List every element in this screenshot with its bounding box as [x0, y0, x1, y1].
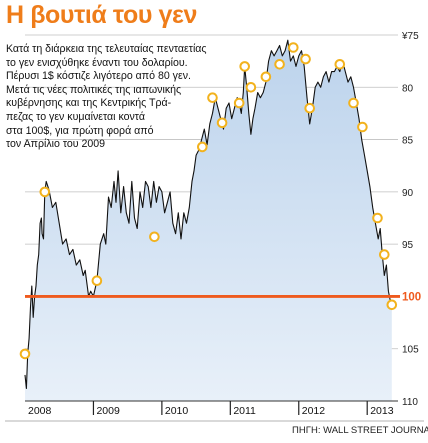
- x-tick-label: 2008: [28, 405, 52, 417]
- chart-title: Η βουτιά του γεν: [6, 1, 197, 29]
- marker-point: [379, 249, 390, 260]
- x-tick-label: 2010: [165, 405, 189, 417]
- marker-point: [386, 299, 398, 311]
- description-line: το γεν ενισχύθηκε έναντι του δολαρίου.: [6, 56, 188, 69]
- description-line: πεζας το γεν κυμαίνεται κοντά: [6, 110, 145, 123]
- marker-point: [197, 141, 208, 153]
- area-fill: [25, 40, 392, 401]
- y-tick-label: 110: [402, 397, 418, 408]
- x-tick-label: 2012: [302, 405, 326, 417]
- description-line: τον Απρίλιο του 2009: [6, 138, 106, 151]
- marker-point: [149, 231, 160, 243]
- marker-point: [260, 71, 272, 83]
- x-axis: 2008 2009 2010 2011 2012 2013: [5, 400, 424, 422]
- marker-point: [274, 59, 285, 70]
- marker-point: [357, 121, 368, 133]
- series-layer: [24, 39, 393, 390]
- marker-point: [39, 186, 51, 198]
- y-tick-label: 95: [402, 240, 414, 251]
- marker-point: [19, 348, 31, 360]
- y-tick-label: 100: [402, 291, 421, 303]
- marker-point: [216, 117, 228, 129]
- y-tick-label: 105: [402, 345, 419, 356]
- x-tick-label: 2009: [96, 405, 120, 417]
- marker-layer: [19, 42, 398, 360]
- y-tick-label: 80: [402, 83, 414, 94]
- description-line: Πέρυσι 1$ κόστιζε λιγότερο από 80 γεν.: [6, 70, 191, 83]
- marker-point: [304, 102, 316, 114]
- x-tick-label: 2011: [233, 405, 256, 417]
- y-tick-label: 90: [402, 188, 414, 199]
- description: Κατά τη διάρκεια της τελευταίας πενταετί…: [6, 43, 216, 152]
- marker-point: [348, 97, 359, 109]
- description-line: στα 100$, για πρώτη φορά από: [6, 124, 154, 137]
- x-tick-label: 2013: [370, 405, 394, 417]
- y-tick-label: ¥75: [401, 31, 419, 42]
- description-line: κυβέρνησης και της Κεντρικής Τρά-: [6, 97, 172, 110]
- marker-point: [233, 97, 245, 109]
- marker-point: [288, 42, 299, 53]
- y-axis: ¥75 80 85 90 95 100 105 110: [401, 31, 421, 408]
- marker-point: [334, 59, 346, 70]
- marker-point: [300, 53, 311, 65]
- series-line: [24, 39, 393, 390]
- source-credit: ΠΗΓΗ: WALL STREET JOURNAL: [292, 425, 428, 436]
- marker-point: [91, 275, 103, 287]
- marker-point: [372, 212, 383, 224]
- description-line: Κατά τη διάρκεια της τελευταίας πενταετί…: [6, 43, 207, 55]
- marker-point: [207, 92, 218, 103]
- marker-point: [245, 82, 257, 93]
- marker-point: [239, 61, 250, 72]
- description-line: Μετά τις νέες πολιτικές της ιαπωνικής: [6, 83, 182, 96]
- y-tick-label: 85: [402, 136, 414, 147]
- series-area: [25, 40, 392, 401]
